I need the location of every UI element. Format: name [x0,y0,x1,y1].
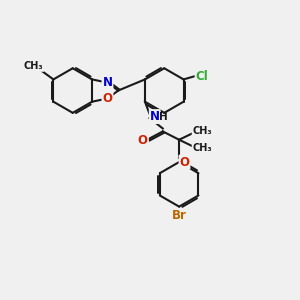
Text: CH₃: CH₃ [193,126,212,136]
Text: O: O [179,155,190,169]
Text: N: N [103,76,112,89]
Text: N: N [150,110,160,123]
Text: O: O [138,134,148,147]
Text: Br: Br [172,209,187,222]
Text: O: O [103,92,112,105]
Text: CH₃: CH₃ [193,143,212,153]
Text: Cl: Cl [196,70,208,83]
Text: H: H [159,112,168,122]
Text: CH₃: CH₃ [24,61,43,71]
